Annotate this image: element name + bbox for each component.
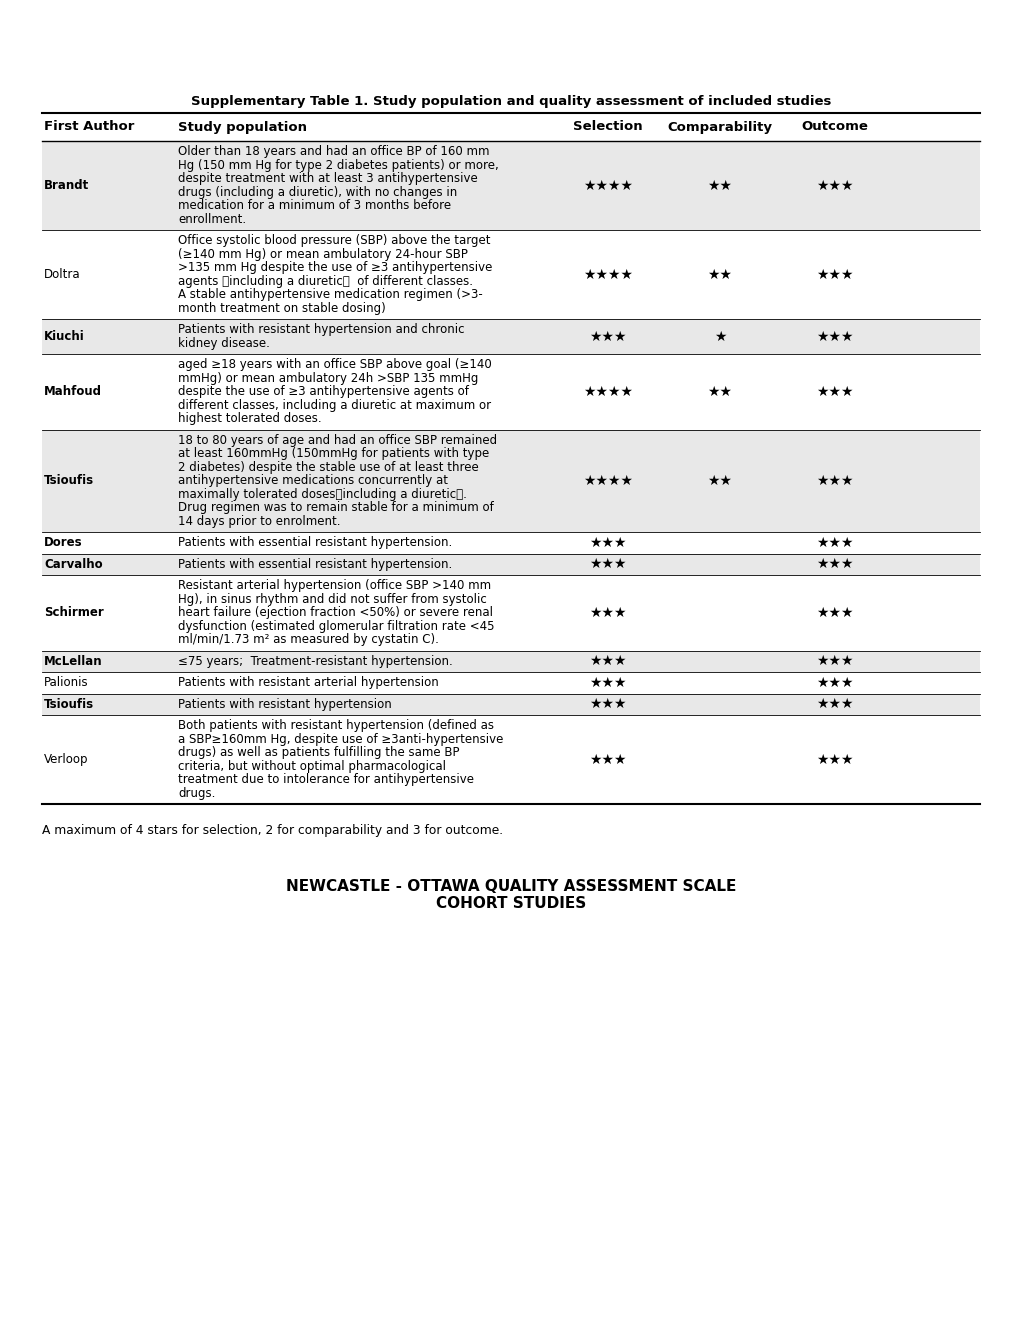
Text: ★★★: ★★★: [815, 655, 853, 668]
Bar: [42, 319, 979, 354]
Text: ★★★: ★★★: [589, 330, 626, 343]
Text: Hg), in sinus rhythm and did not suffer from systolic: Hg), in sinus rhythm and did not suffer …: [178, 593, 486, 606]
Text: McLellan: McLellan: [44, 655, 103, 668]
Text: Supplementary Table 1. Study population and quality assessment of included studi: Supplementary Table 1. Study population …: [191, 95, 830, 108]
Text: Patients with resistant hypertension and chronic: Patients with resistant hypertension and…: [178, 323, 464, 337]
Text: kidney disease.: kidney disease.: [178, 337, 270, 350]
Text: Patients with essential resistant hypertension.: Patients with essential resistant hypert…: [178, 558, 451, 570]
Text: agents （including a diuretic）  of different classes.: agents （including a diuretic） of differe…: [178, 275, 473, 288]
Text: Patients with resistant hypertension: Patients with resistant hypertension: [178, 698, 391, 710]
Text: First Author: First Author: [44, 120, 135, 133]
Bar: [42, 693, 979, 715]
Text: ★★★: ★★★: [815, 697, 853, 711]
Text: highest tolerated doses.: highest tolerated doses.: [178, 412, 321, 425]
Text: ★★★: ★★★: [589, 697, 626, 711]
Text: mmHg) or mean ambulatory 24h >SBP 135 mmHg: mmHg) or mean ambulatory 24h >SBP 135 mm…: [178, 372, 478, 384]
Text: criteria, but without optimal pharmacological: criteria, but without optimal pharmacolo…: [178, 760, 445, 772]
Text: Drug regimen was to remain stable for a minimum of: Drug regimen was to remain stable for a …: [178, 502, 493, 515]
Text: ★★: ★★: [707, 178, 732, 193]
Text: ★★: ★★: [707, 384, 732, 399]
Bar: [42, 429, 979, 532]
Text: different classes, including a diuretic at maximum or: different classes, including a diuretic …: [178, 399, 490, 412]
Text: 18 to 80 years of age and had an office SBP remained: 18 to 80 years of age and had an office …: [178, 434, 496, 446]
Text: A stable antihypertensive medication regimen (>3-: A stable antihypertensive medication reg…: [178, 288, 482, 301]
Text: ★★★: ★★★: [815, 606, 853, 620]
Text: ★★★★: ★★★★: [583, 384, 633, 399]
Text: ★★★: ★★★: [589, 536, 626, 549]
Text: >135 mm Hg despite the use of ≥3 antihypertensive: >135 mm Hg despite the use of ≥3 antihyp…: [178, 261, 492, 275]
Text: Brandt: Brandt: [44, 180, 90, 191]
Text: Doltra: Doltra: [44, 268, 81, 281]
Text: Kiuchi: Kiuchi: [44, 330, 85, 343]
Text: ★★: ★★: [707, 268, 732, 281]
Text: Hg (150 mm Hg for type 2 diabetes patients) or more,: Hg (150 mm Hg for type 2 diabetes patien…: [178, 158, 498, 172]
Text: ml/min/1.73 m² as measured by cystatin C).: ml/min/1.73 m² as measured by cystatin C…: [178, 634, 438, 647]
Text: NEWCASTLE - OTTAWA QUALITY ASSESSMENT SCALE
COHORT STUDIES: NEWCASTLE - OTTAWA QUALITY ASSESSMENT SC…: [285, 879, 736, 911]
Text: ★★★: ★★★: [815, 536, 853, 549]
Text: ★: ★: [713, 330, 726, 343]
Text: Tsioufis: Tsioufis: [44, 698, 94, 710]
Text: Mahfoud: Mahfoud: [44, 385, 102, 399]
Text: ★★★: ★★★: [589, 557, 626, 572]
Text: Carvalho: Carvalho: [44, 558, 103, 570]
Text: Schirmer: Schirmer: [44, 606, 104, 619]
Text: ★★★: ★★★: [815, 752, 853, 767]
Text: Tsioufis: Tsioufis: [44, 474, 94, 487]
Bar: [42, 141, 979, 230]
Text: A maximum of 4 stars for selection, 2 for comparability and 3 for outcome.: A maximum of 4 stars for selection, 2 fo…: [42, 824, 502, 837]
Text: Patients with essential resistant hypertension.: Patients with essential resistant hypert…: [178, 536, 451, 549]
Text: ★★★: ★★★: [815, 676, 853, 690]
Text: maximally tolerated doses（including a diuretic）.: maximally tolerated doses（including a di…: [178, 488, 467, 500]
Text: ★★★: ★★★: [815, 268, 853, 281]
Text: ★★★★: ★★★★: [583, 474, 633, 488]
Text: ★★★: ★★★: [589, 655, 626, 668]
Text: heart failure (ejection fraction <50%) or severe renal: heart failure (ejection fraction <50%) o…: [178, 606, 492, 619]
Text: Patients with resistant arterial hypertension: Patients with resistant arterial hyperte…: [178, 676, 438, 689]
Text: drugs) as well as patients fulfilling the same BP: drugs) as well as patients fulfilling th…: [178, 746, 459, 759]
Text: despite the use of ≥3 antihypertensive agents of: despite the use of ≥3 antihypertensive a…: [178, 385, 469, 399]
Text: ★★★: ★★★: [815, 330, 853, 343]
Text: treatment due to intolerance for antihypertensive: treatment due to intolerance for antihyp…: [178, 774, 474, 787]
Text: antihypertensive medications concurrently at: antihypertensive medications concurrentl…: [178, 474, 447, 487]
Text: ★★★: ★★★: [815, 384, 853, 399]
Bar: [42, 553, 979, 576]
Text: 14 days prior to enrolment.: 14 days prior to enrolment.: [178, 515, 340, 528]
Text: Outcome: Outcome: [801, 120, 867, 133]
Text: ★★★: ★★★: [815, 474, 853, 488]
Text: Comparability: Comparability: [666, 120, 771, 133]
Text: ★★★★: ★★★★: [583, 268, 633, 281]
Text: 2 diabetes) despite the stable use of at least three: 2 diabetes) despite the stable use of at…: [178, 461, 478, 474]
Text: (≥140 mm Hg) or mean ambulatory 24-hour SBP: (≥140 mm Hg) or mean ambulatory 24-hour …: [178, 248, 468, 261]
Text: ★★: ★★: [707, 474, 732, 488]
Text: medication for a minimum of 3 months before: medication for a minimum of 3 months bef…: [178, 199, 450, 213]
Text: Older than 18 years and had an office BP of 160 mm: Older than 18 years and had an office BP…: [178, 145, 489, 158]
Text: Resistant arterial hypertension (office SBP >140 mm: Resistant arterial hypertension (office …: [178, 579, 490, 593]
Text: ★★★: ★★★: [815, 557, 853, 572]
Text: Both patients with resistant hypertension (defined as: Both patients with resistant hypertensio…: [178, 719, 493, 733]
Text: dysfunction (estimated glomerular filtration rate <45: dysfunction (estimated glomerular filtra…: [178, 620, 494, 632]
Bar: [42, 651, 979, 672]
Text: ★★★: ★★★: [589, 676, 626, 690]
Text: drugs.: drugs.: [178, 787, 215, 800]
Text: ★★★★: ★★★★: [583, 178, 633, 193]
Text: despite treatment with at least 3 antihypertensive: despite treatment with at least 3 antihy…: [178, 172, 477, 185]
Text: ★★★: ★★★: [589, 606, 626, 620]
Text: Palionis: Palionis: [44, 676, 89, 689]
Text: Office systolic blood pressure (SBP) above the target: Office systolic blood pressure (SBP) abo…: [178, 234, 490, 247]
Text: aged ≥18 years with an office SBP above goal (≥140: aged ≥18 years with an office SBP above …: [178, 358, 491, 371]
Text: enrollment.: enrollment.: [178, 213, 246, 226]
Text: drugs (including a diuretic), with no changes in: drugs (including a diuretic), with no ch…: [178, 186, 457, 199]
Text: Selection: Selection: [573, 120, 642, 133]
Text: ≤75 years;  Treatment-resistant hypertension.: ≤75 years; Treatment-resistant hypertens…: [178, 655, 452, 668]
Text: month treatment on stable dosing): month treatment on stable dosing): [178, 302, 385, 314]
Text: ★★★: ★★★: [815, 178, 853, 193]
Text: a SBP≥160mm Hg, despite use of ≥3anti-hypertensive: a SBP≥160mm Hg, despite use of ≥3anti-hy…: [178, 733, 503, 746]
Text: Dores: Dores: [44, 536, 83, 549]
Text: ★★★: ★★★: [589, 752, 626, 767]
Text: Study population: Study population: [178, 120, 307, 133]
Text: Verloop: Verloop: [44, 752, 89, 766]
Text: at least 160mmHg (150mmHg for patients with type: at least 160mmHg (150mmHg for patients w…: [178, 447, 489, 461]
